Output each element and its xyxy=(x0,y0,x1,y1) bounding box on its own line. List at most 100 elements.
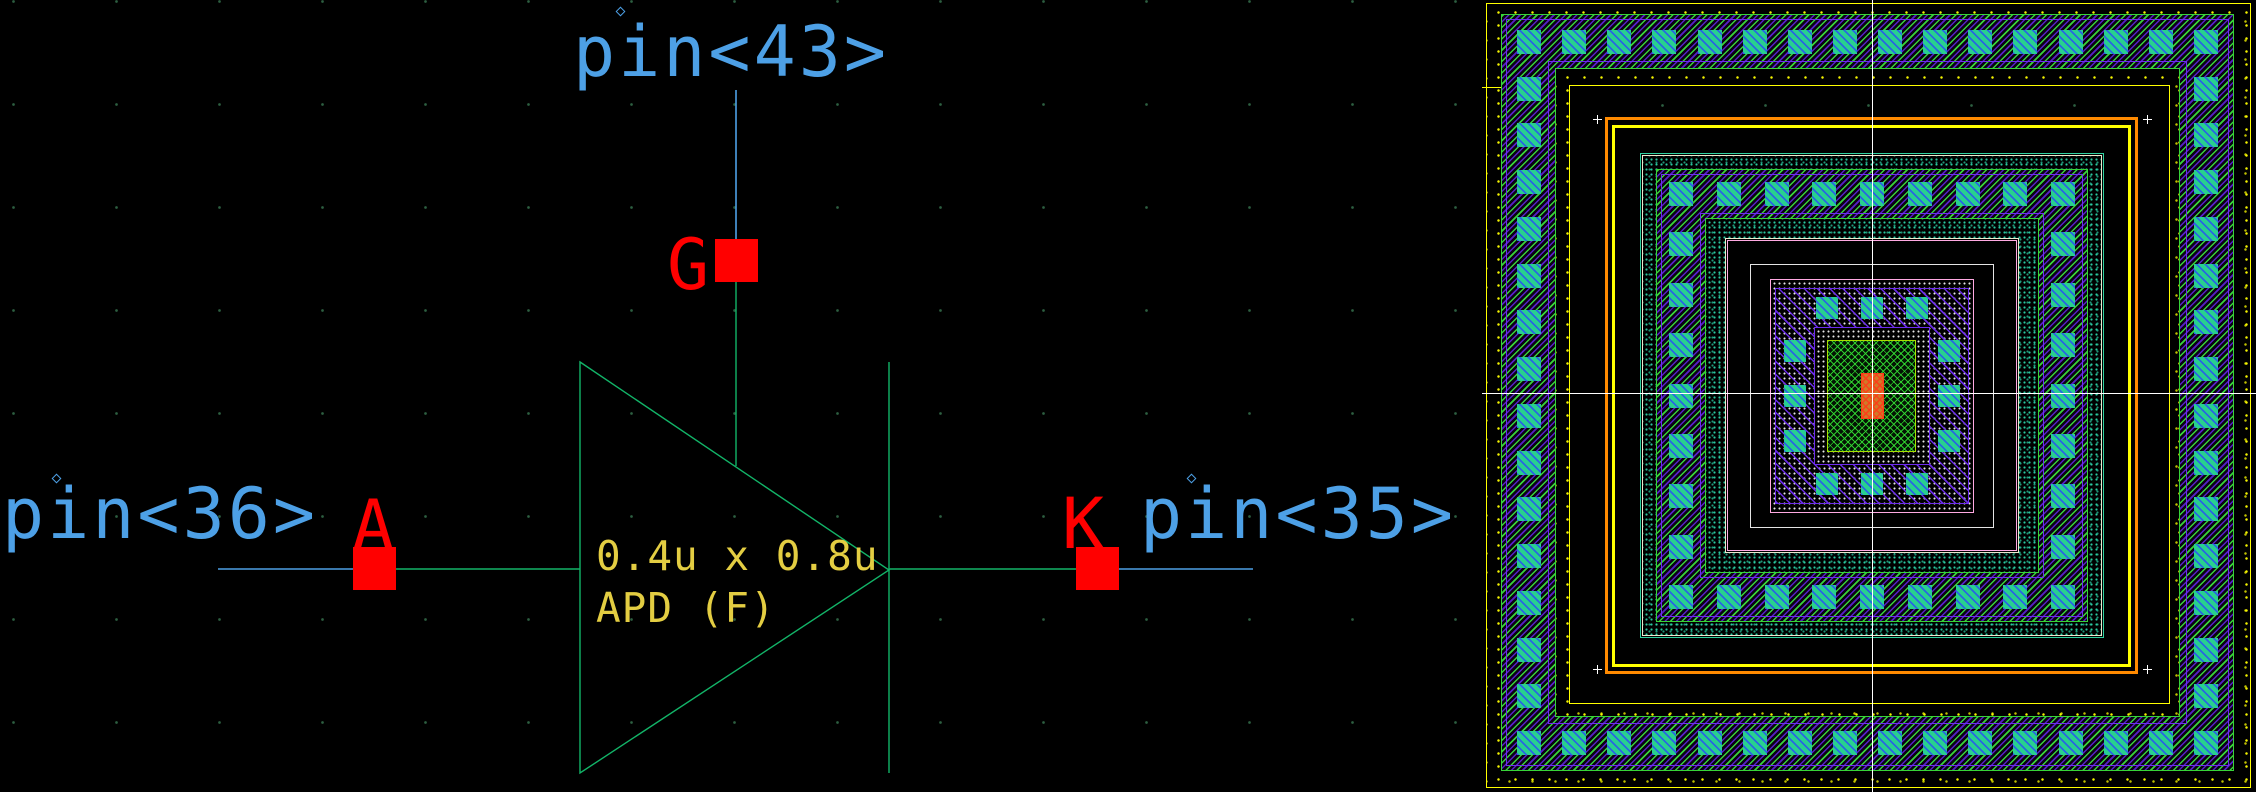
contact-square[interactable] xyxy=(2194,357,2218,382)
contact-square[interactable] xyxy=(1938,430,1960,452)
contact-square[interactable] xyxy=(1742,30,1767,54)
contact-square[interactable] xyxy=(1652,731,1677,755)
contact-square[interactable] xyxy=(2194,76,2218,101)
contact-square[interactable] xyxy=(2013,30,2038,54)
contact-square[interactable] xyxy=(2058,30,2083,54)
contact-square[interactable] xyxy=(1787,30,1812,54)
contact-square[interactable] xyxy=(1923,30,1948,54)
contact-square[interactable] xyxy=(2013,731,2038,755)
contact-square[interactable] xyxy=(1517,263,1541,288)
contact-square[interactable] xyxy=(2194,403,2218,428)
contact-square[interactable] xyxy=(2194,684,2218,709)
schematic-canvas[interactable]: pin<43> pin<36> pin<35> G A K 0.4u x 0.8… xyxy=(0,0,1482,792)
contact-square[interactable] xyxy=(1517,403,1541,428)
contact-square[interactable] xyxy=(2051,433,2075,458)
net-label-anode[interactable]: pin<36> xyxy=(2,473,319,555)
contact-square[interactable] xyxy=(2003,585,2028,609)
contact-square[interactable] xyxy=(1562,30,1587,54)
contact-square[interactable] xyxy=(2003,182,2028,206)
contact-square[interactable] xyxy=(1669,282,1693,307)
contact-square[interactable] xyxy=(1816,297,1838,319)
contact-square[interactable] xyxy=(2194,310,2218,335)
contact-square[interactable] xyxy=(1716,585,1741,609)
contact-square[interactable] xyxy=(1517,731,1541,755)
contact-square[interactable] xyxy=(1784,340,1806,362)
contact-square[interactable] xyxy=(1907,182,1932,206)
contact-square[interactable] xyxy=(2051,585,2075,609)
contact-square[interactable] xyxy=(1938,340,1960,362)
contact-square[interactable] xyxy=(2194,731,2218,755)
terminal-label-a[interactable]: A xyxy=(352,485,395,567)
contact-square[interactable] xyxy=(1669,383,1693,408)
contact-square[interactable] xyxy=(2194,637,2218,662)
contact-square[interactable] xyxy=(1517,590,1541,615)
contact-square[interactable] xyxy=(1938,385,1960,407)
contact-square[interactable] xyxy=(1832,30,1857,54)
contact-square[interactable] xyxy=(1517,216,1541,241)
layout-canvas[interactable] xyxy=(1482,0,2256,792)
contact-square[interactable] xyxy=(1669,182,1693,206)
contact-square[interactable] xyxy=(2194,450,2218,475)
contact-square[interactable] xyxy=(1906,297,1928,319)
contact-square[interactable] xyxy=(2194,216,2218,241)
contact-square[interactable] xyxy=(1517,170,1541,195)
contact-square[interactable] xyxy=(1517,30,1541,54)
contact-square[interactable] xyxy=(1878,30,1903,54)
contact-square[interactable] xyxy=(2051,383,2075,408)
contact-square[interactable] xyxy=(2194,170,2218,195)
contact-square[interactable] xyxy=(1906,473,1928,495)
terminal-label-g[interactable]: G xyxy=(667,224,710,306)
contact-square[interactable] xyxy=(2051,484,2075,509)
contact-square[interactable] xyxy=(1517,637,1541,662)
contact-square[interactable] xyxy=(2051,232,2075,257)
contact-square[interactable] xyxy=(1697,30,1722,54)
contact-square[interactable] xyxy=(1562,731,1587,755)
contact-square[interactable] xyxy=(2194,263,2218,288)
contact-square[interactable] xyxy=(1669,232,1693,257)
contact-square[interactable] xyxy=(1787,731,1812,755)
contact-square[interactable] xyxy=(2148,30,2173,54)
contact-square[interactable] xyxy=(1955,585,1980,609)
contact-square[interactable] xyxy=(2194,30,2218,54)
contact-square[interactable] xyxy=(1517,310,1541,335)
contact-square[interactable] xyxy=(1517,123,1541,148)
contact-square[interactable] xyxy=(2103,30,2128,54)
contact-square[interactable] xyxy=(1784,430,1806,452)
net-label-gate[interactable]: pin<43> xyxy=(573,11,890,93)
contact-square[interactable] xyxy=(1742,731,1767,755)
contact-square[interactable] xyxy=(2051,534,2075,559)
contact-square[interactable] xyxy=(2103,731,2128,755)
contact-square[interactable] xyxy=(1669,484,1693,509)
contact-square[interactable] xyxy=(1697,731,1722,755)
contact-square[interactable] xyxy=(1517,684,1541,709)
pin-square-gate[interactable] xyxy=(715,239,758,282)
contact-square[interactable] xyxy=(1968,731,1993,755)
contact-square[interactable] xyxy=(1607,30,1632,54)
contact-square[interactable] xyxy=(1907,585,1932,609)
contact-square[interactable] xyxy=(2194,497,2218,522)
net-label-cathode[interactable]: pin<35> xyxy=(1140,473,1457,555)
contact-square[interactable] xyxy=(2051,182,2075,206)
contact-square[interactable] xyxy=(2051,282,2075,307)
contact-square[interactable] xyxy=(1669,333,1693,358)
contact-square[interactable] xyxy=(2148,731,2173,755)
contact-square[interactable] xyxy=(1669,433,1693,458)
contact-square[interactable] xyxy=(2051,333,2075,358)
contact-square[interactable] xyxy=(1784,385,1806,407)
contact-square[interactable] xyxy=(1764,585,1789,609)
contact-square[interactable] xyxy=(1517,357,1541,382)
contact-square[interactable] xyxy=(1669,534,1693,559)
contact-square[interactable] xyxy=(1812,182,1837,206)
contact-square[interactable] xyxy=(1968,30,1993,54)
contact-square[interactable] xyxy=(1816,473,1838,495)
contact-square[interactable] xyxy=(2194,544,2218,569)
contact-square[interactable] xyxy=(1716,182,1741,206)
contact-square[interactable] xyxy=(1517,544,1541,569)
contact-square[interactable] xyxy=(2194,590,2218,615)
contact-square[interactable] xyxy=(1832,731,1857,755)
contact-square[interactable] xyxy=(1517,450,1541,475)
contact-square[interactable] xyxy=(1955,182,1980,206)
contact-square[interactable] xyxy=(1812,585,1837,609)
contact-square[interactable] xyxy=(1669,585,1693,609)
contact-square[interactable] xyxy=(1923,731,1948,755)
